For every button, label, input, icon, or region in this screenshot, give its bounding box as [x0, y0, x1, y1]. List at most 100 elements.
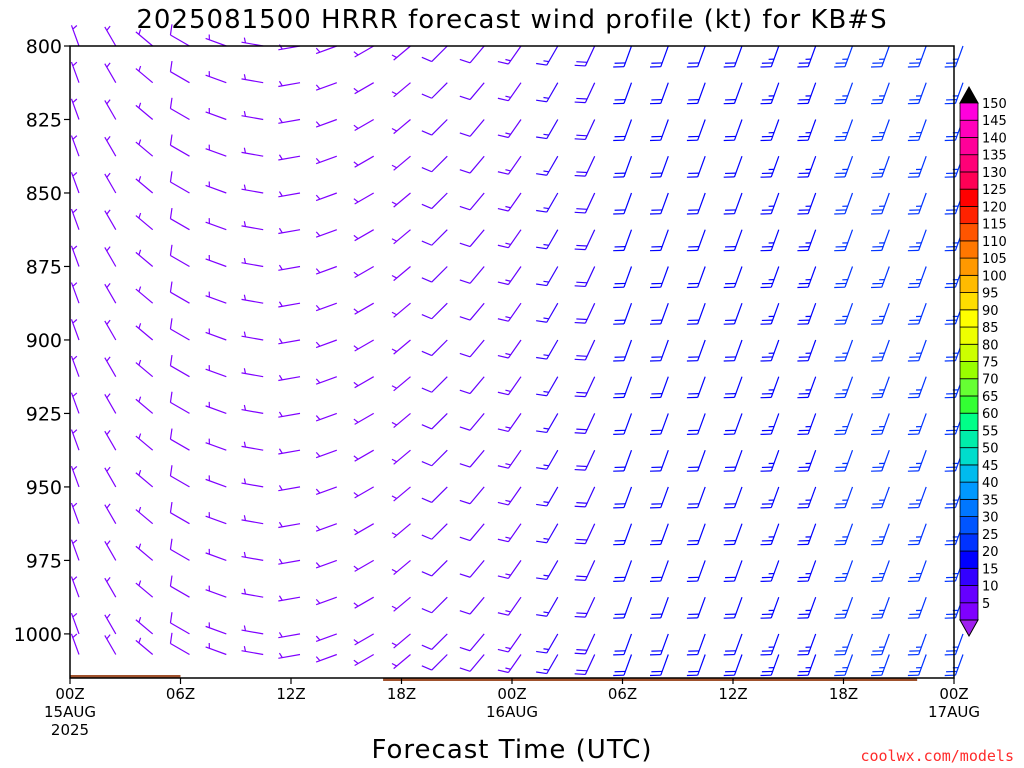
- barb-half-feather: [391, 127, 397, 132]
- barb-feather: [909, 613, 921, 616]
- barb-feather: [649, 617, 661, 619]
- wind-barb: [104, 136, 117, 157]
- barb-feather: [613, 653, 624, 656]
- barb-feather: [613, 543, 624, 546]
- wind-barb: [497, 266, 522, 286]
- barb-half-feather: [106, 246, 111, 252]
- barb-feather: [835, 172, 847, 175]
- barb-half-feather: [805, 352, 811, 354]
- wind-barb: [135, 637, 154, 655]
- wind-barb: [574, 523, 596, 545]
- barb-half-feather: [315, 341, 321, 347]
- barb-feather: [909, 540, 921, 542]
- barb-feather: [574, 101, 586, 104]
- barb-half-feather: [72, 612, 78, 618]
- wind-barb: [169, 632, 190, 656]
- wind-barb: [649, 82, 669, 105]
- barb-feather: [723, 433, 735, 436]
- barb-feather: [723, 506, 735, 509]
- barb-feather: [946, 282, 957, 285]
- wind-barb: [649, 523, 669, 546]
- wind-barb: [797, 266, 817, 289]
- barb-feather: [946, 209, 957, 211]
- barb-feather: [834, 653, 845, 656]
- barb-feather: [651, 429, 663, 432]
- wind-barb: [760, 229, 780, 252]
- barb-feather: [613, 139, 624, 142]
- barb-feather: [834, 323, 845, 325]
- wind-barb: [391, 229, 411, 245]
- wind-barb: [613, 302, 633, 325]
- barb-half-feather: [208, 642, 210, 649]
- barb-feather: [421, 644, 432, 651]
- barb-half-feather: [805, 667, 811, 669]
- barb-feather: [536, 356, 547, 360]
- barb-feather: [649, 286, 661, 289]
- barb-feather: [907, 470, 919, 472]
- barb-half-feather: [505, 132, 511, 135]
- barb-half-feather: [768, 425, 775, 428]
- wind-barb: [536, 596, 559, 617]
- colorbar-label: 100: [982, 269, 1007, 284]
- barb-staff: [431, 523, 448, 540]
- colorbar-cell: [959, 395, 979, 414]
- barb-feather: [725, 135, 736, 138]
- wind-barb: [459, 376, 485, 395]
- barb-half-feather: [768, 499, 775, 501]
- colorbar-label: 55: [982, 424, 999, 439]
- wind-barb: [135, 65, 154, 84]
- barb-feather: [907, 139, 919, 142]
- x-tick-year: 2025: [51, 721, 89, 739]
- barb-half-feather: [278, 411, 283, 417]
- wind-barb: [723, 596, 743, 619]
- barb-feather: [576, 355, 588, 357]
- barb-half-feather: [353, 659, 359, 664]
- barb-feather: [725, 613, 736, 616]
- wind-barb: [241, 368, 264, 378]
- barb-feather: [834, 176, 845, 178]
- barb-feather: [497, 207, 509, 212]
- barb-half-feather: [879, 95, 885, 97]
- barb-half-feather: [842, 425, 848, 428]
- wind-barb: [760, 192, 780, 215]
- barb-feather: [725, 282, 736, 285]
- wind-barb: [497, 449, 522, 469]
- barb-half-feather: [315, 635, 321, 641]
- barb-feather: [798, 99, 810, 101]
- barb-half-feather: [543, 648, 549, 651]
- barb-feather: [723, 286, 735, 289]
- barb-half-feather: [916, 536, 922, 538]
- barb-half-feather: [805, 609, 811, 612]
- wind-barb: [649, 654, 669, 677]
- wind-barb: [834, 302, 854, 325]
- barb-half-feather: [353, 602, 359, 607]
- barb-feather: [798, 282, 810, 285]
- barb-feather: [421, 350, 432, 357]
- barb-half-feather: [768, 352, 775, 354]
- wind-barb: [241, 625, 264, 635]
- barb-feather: [798, 319, 810, 322]
- barb-staff: [170, 218, 190, 231]
- wind-barb: [104, 209, 117, 230]
- barb-half-feather: [391, 421, 397, 426]
- wind-barb: [104, 503, 117, 525]
- wind-barb: [834, 486, 854, 509]
- wind-barb: [760, 82, 780, 105]
- wind-barb: [536, 82, 559, 103]
- barb-feather: [760, 213, 772, 215]
- wind-barb: [574, 155, 596, 177]
- barb-feather: [834, 360, 845, 362]
- wind-barb: [907, 266, 927, 289]
- colorbar-cell: [959, 481, 979, 500]
- barb-half-feather: [805, 389, 811, 391]
- barb-staff: [469, 596, 485, 615]
- barb-half-feather: [543, 390, 549, 393]
- wind-barb: [459, 45, 485, 64]
- barb-feather: [761, 172, 773, 175]
- wind-barb: [391, 45, 411, 61]
- barb-half-feather: [315, 525, 321, 531]
- barb-half-feather: [505, 169, 511, 172]
- barb-feather: [169, 612, 173, 623]
- barb-feather: [651, 393, 663, 395]
- barb-feather: [798, 650, 810, 652]
